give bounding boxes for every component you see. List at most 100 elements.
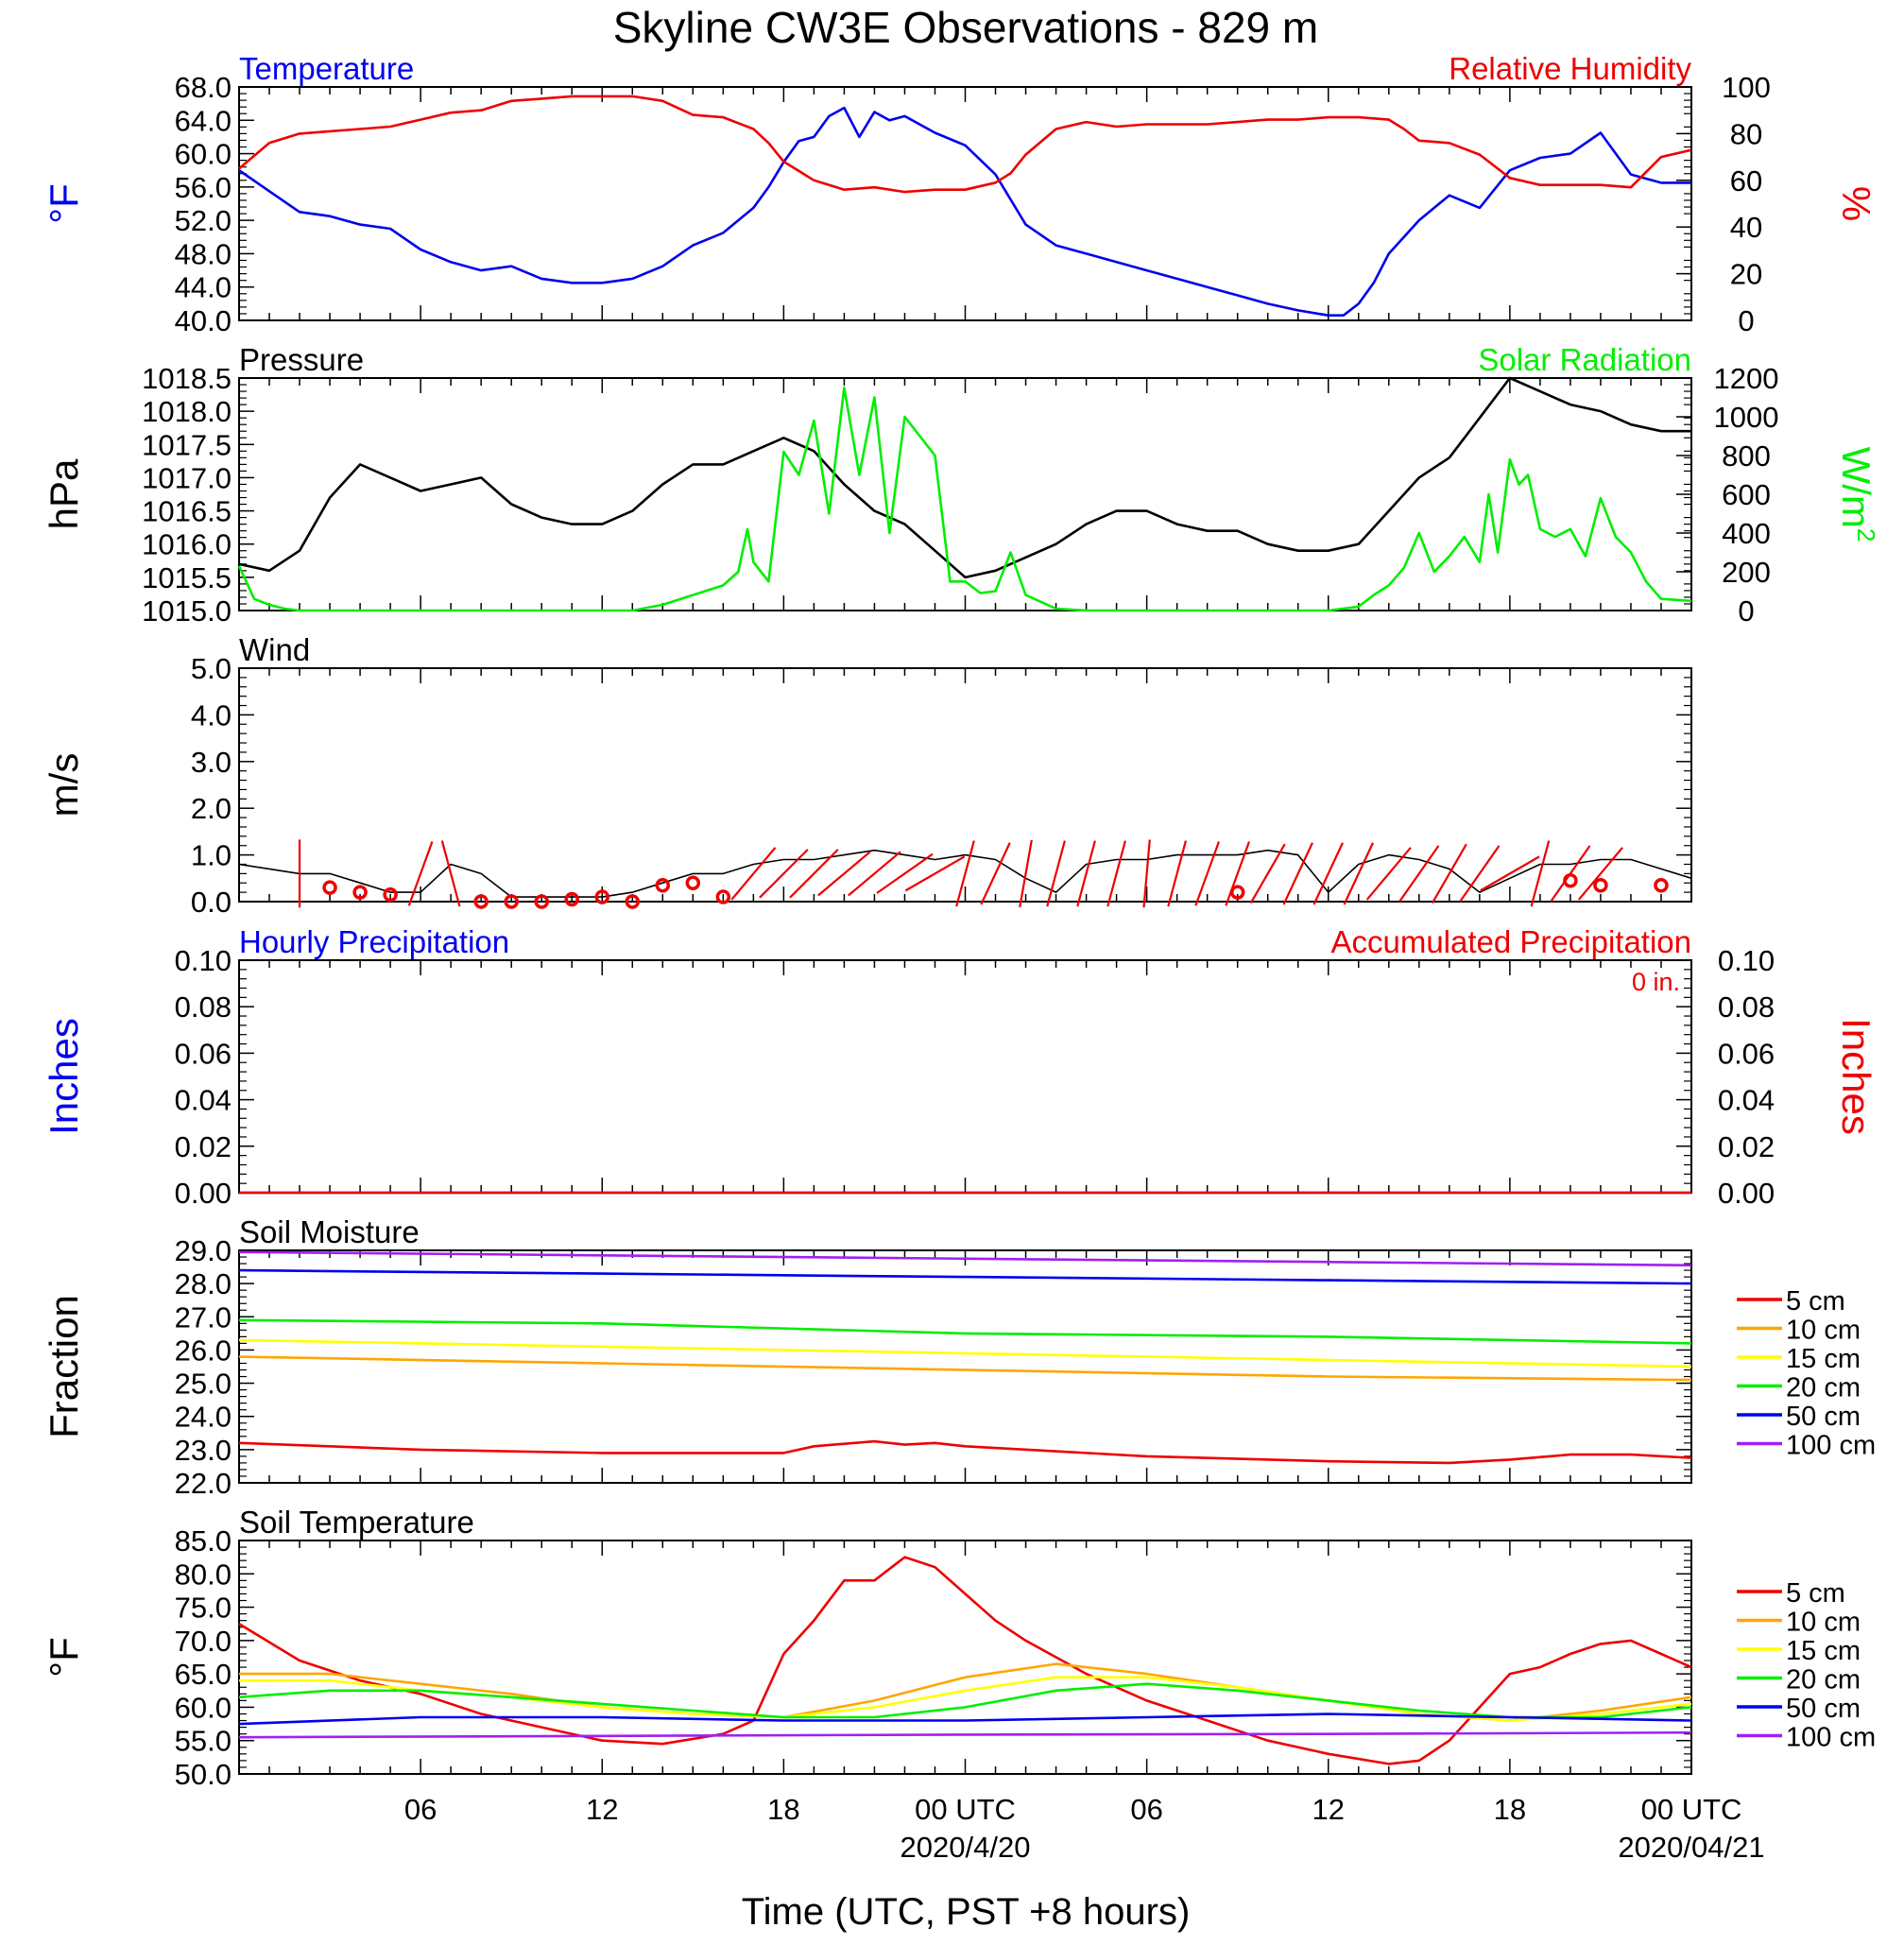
y-tick-label-right: 1000 xyxy=(1714,401,1779,434)
y-tick-label-left: 1015.0 xyxy=(142,594,232,628)
x-tick-label: 12 xyxy=(1312,1793,1345,1826)
wind-direction-staff xyxy=(1459,845,1501,903)
wind-direction-staff xyxy=(955,840,975,907)
panel-pressure-solar: 1015.01015.51016.01016.51017.01017.51018… xyxy=(42,342,1880,628)
panel-frame xyxy=(238,377,1692,611)
calm-wind-marker xyxy=(1654,877,1669,893)
x-tick-label: 00 UTC xyxy=(915,1793,1016,1826)
y-tick-label-left: 50.0 xyxy=(175,1758,232,1791)
y-tick-label-left: 4.0 xyxy=(191,698,232,732)
accumulated-total-label: 0 in. xyxy=(1632,968,1680,996)
y-tick-label-right: 400 xyxy=(1722,517,1771,550)
wind-direction-staff xyxy=(1076,840,1096,907)
y-tick-label-left: 0.04 xyxy=(175,1084,232,1117)
panel-title-left: Soil Moisture xyxy=(239,1214,420,1249)
calm-wind-marker xyxy=(1229,885,1245,900)
legend-label: 10 cm xyxy=(1786,1608,1861,1638)
y-tick-label-left: 56.0 xyxy=(175,171,232,204)
x-date-label: 2020/4/20 xyxy=(901,1831,1031,1864)
series-line-100-cm xyxy=(238,1250,1692,1267)
y-tick-label-right: 0 xyxy=(1738,594,1754,628)
wind-direction-staff xyxy=(1530,840,1551,907)
y-tick-label-left: 44.0 xyxy=(175,271,232,304)
series-line-100-cm xyxy=(238,1730,1692,1739)
y-tick-label-right: 0.10 xyxy=(1718,944,1775,977)
wind-direction-staff xyxy=(1282,842,1313,905)
x-tick-label: 12 xyxy=(586,1793,618,1826)
y-tick-label-right: 0.04 xyxy=(1718,1084,1775,1117)
wind-direction-staff xyxy=(1480,855,1540,892)
wind-direction-staff xyxy=(789,849,839,899)
y-tick-label-right: 600 xyxy=(1722,478,1771,511)
legend-label: 15 cm xyxy=(1786,1344,1861,1374)
x-tick-label: 06 xyxy=(404,1793,437,1826)
calm-wind-marker xyxy=(383,886,398,903)
series-line-temperature xyxy=(238,106,1691,318)
y-tick-label-left: 23.0 xyxy=(175,1434,232,1467)
y-tick-label-right: 200 xyxy=(1722,556,1771,589)
calm-wind-marker xyxy=(473,894,489,909)
y-tick-label-left: 1016.5 xyxy=(142,495,232,528)
y-tick-label-left: 1017.0 xyxy=(142,461,232,494)
y-axis-label-left: °F xyxy=(42,183,86,223)
series-line-50-cm xyxy=(238,1268,1692,1285)
y-axis-label-right: Inches xyxy=(1834,1018,1878,1135)
panel-title-left: Wind xyxy=(239,632,310,667)
series-line-50-cm xyxy=(238,1713,1692,1726)
y-axis-label-left: Fraction xyxy=(42,1295,86,1438)
y-tick-label-right: 0.02 xyxy=(1718,1130,1775,1163)
y-tick-label-left: 1017.5 xyxy=(142,428,232,461)
wind-direction-staff xyxy=(1106,840,1126,907)
series-line-pressure xyxy=(238,376,1691,579)
calm-wind-marker xyxy=(534,894,549,909)
legend-label: 100 cm xyxy=(1786,1431,1876,1461)
legend-label: 50 cm xyxy=(1786,1402,1861,1432)
y-tick-label-left: 85.0 xyxy=(175,1524,232,1558)
y-tick-label-right: 20 xyxy=(1730,258,1762,291)
y-tick-label-left: 80.0 xyxy=(175,1558,232,1591)
wind-direction-staff xyxy=(1167,840,1188,907)
y-tick-label-left: 0.06 xyxy=(175,1037,232,1070)
y-axis-label-right: W/m2 xyxy=(1834,447,1880,542)
panel-precipitation: 0.00 0.02 0.04 0.06 0.08 0.10 0.00 0.02 0.04 0.06… xyxy=(42,924,1878,1210)
y-tick-label-left: 65.0 xyxy=(175,1658,232,1691)
wind-direction-staff xyxy=(1194,841,1221,906)
panel-title-right: Relative Humidity xyxy=(1449,51,1691,86)
panel-frame xyxy=(238,86,1692,321)
wind-direction-staff xyxy=(876,852,934,894)
y-tick-label-right: 100 xyxy=(1722,71,1771,104)
wind-direction-staff xyxy=(440,840,461,907)
legend-label: 5 cm xyxy=(1786,1286,1845,1317)
y-tick-label-left: 0.08 xyxy=(175,990,232,1024)
x-date-label: 2020/04/21 xyxy=(1618,1831,1764,1864)
wind-direction-staff xyxy=(1046,840,1066,907)
panel-title-left: Soil Temperature xyxy=(239,1505,474,1540)
panel-frame xyxy=(238,1249,1692,1484)
y-tick-label-left: 60.0 xyxy=(175,1691,232,1724)
y-axis-label-left: m/s xyxy=(42,753,86,818)
y-tick-label-left: 60.0 xyxy=(175,138,232,171)
y-axis-label-right-superscript: 2 xyxy=(1852,528,1880,542)
y-axis-label-left: Inches xyxy=(42,1018,86,1135)
panel-frame xyxy=(238,1540,1692,1775)
y-tick-label-left: 1016.0 xyxy=(142,528,232,561)
x-tick-label: 18 xyxy=(767,1793,799,1826)
legend-label: 20 cm xyxy=(1786,1665,1861,1695)
panel-title-left: Hourly Precipitation xyxy=(239,924,509,959)
y-tick-label-left: 52.0 xyxy=(175,204,232,237)
y-tick-label-right: 80 xyxy=(1730,117,1762,150)
y-tick-label-left: 1015.5 xyxy=(142,561,232,594)
series-line-15-cm xyxy=(238,1338,1692,1368)
legend-label: 50 cm xyxy=(1786,1694,1861,1724)
y-tick-label-left: 0.10 xyxy=(175,944,232,977)
y-tick-label-right: 0.06 xyxy=(1718,1037,1775,1070)
panel-title-right: Accumulated Precipitation xyxy=(1330,924,1691,959)
wind-direction-staff xyxy=(1343,842,1374,905)
calm-wind-marker xyxy=(322,880,337,895)
y-axis-label-left: °F xyxy=(42,1637,86,1677)
calm-wind-marker xyxy=(504,894,519,909)
series-line-wind xyxy=(238,849,1692,898)
